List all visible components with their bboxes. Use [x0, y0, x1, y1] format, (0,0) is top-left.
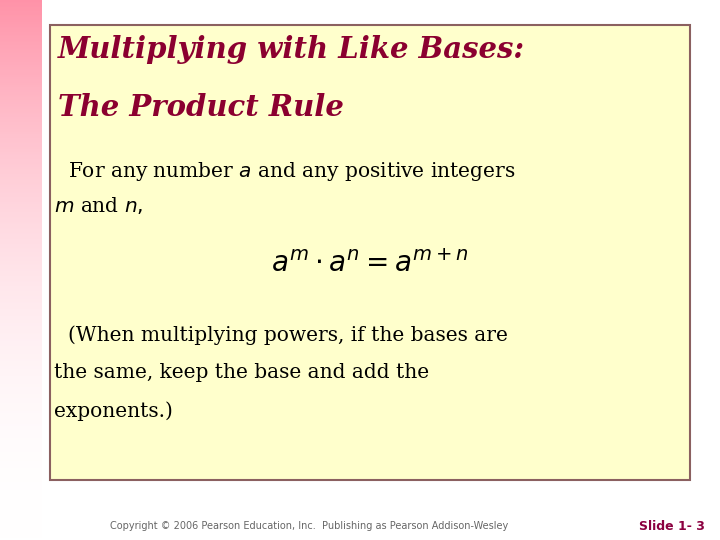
Text: Slide 1- 3: Slide 1- 3: [639, 519, 705, 532]
FancyBboxPatch shape: [50, 25, 690, 480]
Text: the same, keep the base and add the: the same, keep the base and add the: [54, 363, 429, 382]
Text: $a^m \cdot a^n = a^{m+n}$: $a^m \cdot a^n = a^{m+n}$: [271, 250, 469, 278]
Text: For any number $a$ and any positive integers: For any number $a$ and any positive inte…: [68, 160, 516, 183]
Text: (When multiplying powers, if the bases are: (When multiplying powers, if the bases a…: [68, 325, 508, 345]
Text: Multiplying with Like Bases:: Multiplying with Like Bases:: [58, 35, 525, 64]
Text: Copyright © 2006 Pearson Education, Inc.  Publishing as Pearson Addison-Wesley: Copyright © 2006 Pearson Education, Inc.…: [110, 521, 509, 531]
Text: The Product Rule: The Product Rule: [58, 93, 344, 122]
Text: $m$ and $n,$: $m$ and $n,$: [54, 195, 143, 216]
Text: exponents.): exponents.): [54, 401, 173, 421]
